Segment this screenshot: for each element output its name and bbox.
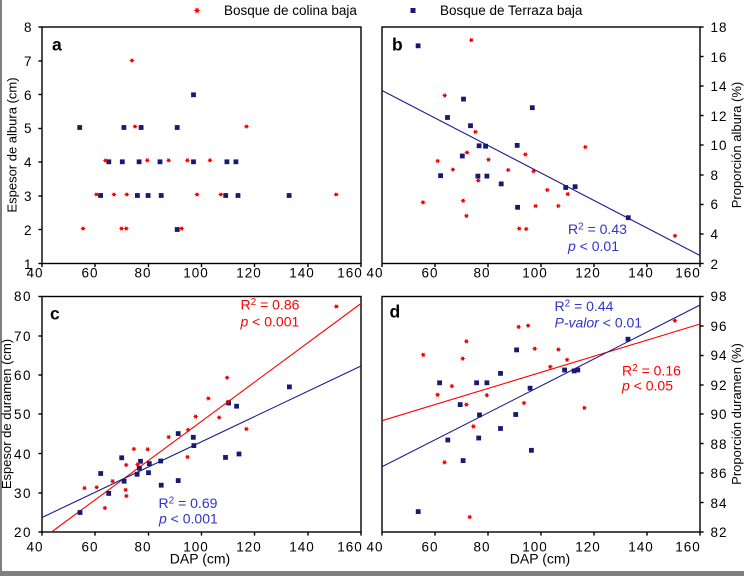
svg-text:4: 4 [711,227,720,242]
svg-text:60: 60 [81,540,98,555]
svg-text:98: 98 [711,289,728,304]
svg-text:120: 120 [236,540,262,555]
svg-text:60: 60 [421,266,438,281]
svg-text:40: 40 [366,266,383,281]
svg-text:7: 7 [24,54,32,69]
svg-text:120: 120 [575,540,601,555]
svg-text:80: 80 [134,540,151,555]
svg-text:140: 140 [628,540,654,555]
svg-text:20: 20 [14,525,32,540]
svg-text:94: 94 [711,348,728,363]
svg-text:80: 80 [134,266,151,281]
svg-text:84: 84 [711,496,728,511]
svg-text:5: 5 [24,121,32,136]
svg-text:60: 60 [14,368,32,383]
svg-text:p < 0.001: p < 0.001 [240,314,300,330]
svg-text:1: 1 [24,257,32,272]
svg-text:70: 70 [14,329,32,344]
svg-text:10: 10 [711,138,728,153]
svg-text:160: 160 [337,540,363,555]
svg-text:160: 160 [337,266,363,281]
svg-text:8: 8 [24,20,32,35]
svg-text:Espesor de albura (cm): Espesor de albura (cm) [5,77,20,212]
svg-text:50: 50 [14,407,32,422]
svg-text:R2 = 0.16: R2 = 0.16 [622,363,681,379]
svg-text:80: 80 [473,266,490,281]
svg-text:92: 92 [711,378,728,393]
svg-text:3: 3 [24,189,32,204]
svg-text:18: 18 [711,20,728,35]
svg-text:c: c [50,304,60,324]
svg-text:120: 120 [575,266,601,281]
svg-text:120: 120 [236,266,262,281]
svg-text:Proporción albura (%): Proporción albura (%) [729,82,744,208]
svg-text:140: 140 [289,540,315,555]
svg-text:R2 = 0.43: R2 = 0.43 [568,221,627,237]
svg-text:p < 0.05: p < 0.05 [621,378,673,394]
svg-text:40: 40 [366,540,383,555]
svg-text:DAP (cm): DAP (cm) [170,551,230,567]
svg-text:40: 40 [26,540,43,555]
svg-text:d: d [390,302,401,322]
svg-text:Bosque de Terraza baja: Bosque de Terraza baja [440,3,583,18]
svg-text:p < 0.01: p < 0.01 [567,238,619,254]
svg-text:p < 0.001: p < 0.001 [158,511,218,527]
svg-text:100: 100 [522,540,548,555]
svg-text:140: 140 [289,266,315,281]
svg-text:6: 6 [711,197,720,212]
svg-text:14: 14 [711,79,728,94]
svg-text:90: 90 [711,407,728,422]
svg-text:80: 80 [14,289,32,304]
svg-text:100: 100 [183,266,209,281]
svg-text:160: 160 [675,540,701,555]
svg-text:160: 160 [675,266,701,281]
svg-text:R2 = 0.44: R2 = 0.44 [555,298,614,314]
svg-text:2: 2 [24,223,32,238]
svg-text:R2 = 0.69: R2 = 0.69 [159,495,218,511]
svg-text:88: 88 [711,437,728,452]
svg-text:40: 40 [26,266,43,281]
svg-text:100: 100 [183,540,209,555]
svg-text:16: 16 [711,50,728,65]
svg-text:2: 2 [711,257,720,272]
svg-text:80: 80 [473,540,490,555]
svg-text:Bosque de colina baja: Bosque de colina baja [224,3,357,18]
svg-text:b: b [392,35,403,55]
svg-text:8: 8 [711,168,720,183]
svg-text:DAP (cm): DAP (cm) [510,551,570,567]
svg-text:6: 6 [24,88,32,103]
svg-text:60: 60 [421,540,438,555]
svg-text:40: 40 [14,447,32,462]
svg-text:Espesor de duramen (cm): Espesor de duramen (cm) [0,339,14,489]
svg-text:140: 140 [628,266,654,281]
svg-text:R2 = 0.86: R2 = 0.86 [241,297,300,313]
svg-text:96: 96 [711,319,728,334]
svg-text:P-valor < 0.01: P-valor < 0.01 [555,315,643,331]
svg-text:30: 30 [14,486,32,501]
svg-text:Proporción duramen (%): Proporción duramen (%) [729,343,744,485]
svg-text:4: 4 [24,155,32,170]
svg-text:a: a [52,35,62,55]
svg-text:100: 100 [522,266,548,281]
svg-text:12: 12 [711,109,728,124]
svg-text:82: 82 [711,525,728,540]
svg-text:86: 86 [711,466,728,481]
svg-text:60: 60 [81,266,98,281]
